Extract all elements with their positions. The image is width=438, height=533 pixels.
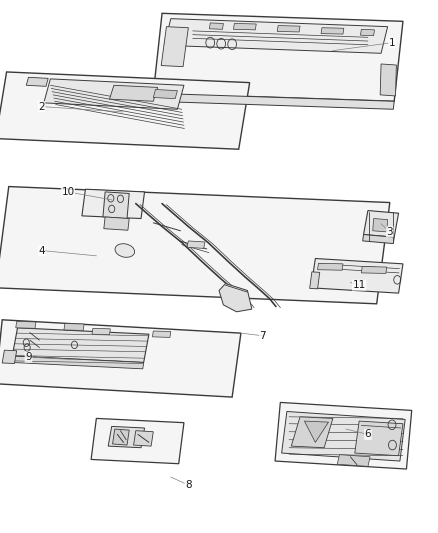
- Polygon shape: [44, 79, 184, 109]
- Polygon shape: [373, 219, 388, 232]
- Polygon shape: [164, 19, 388, 53]
- Polygon shape: [318, 263, 343, 270]
- Text: 10: 10: [61, 187, 74, 197]
- Polygon shape: [92, 328, 110, 335]
- Polygon shape: [153, 90, 177, 99]
- Polygon shape: [153, 13, 403, 101]
- Polygon shape: [0, 72, 250, 149]
- Polygon shape: [91, 418, 184, 464]
- Text: 11: 11: [353, 280, 366, 290]
- Polygon shape: [321, 28, 344, 34]
- Text: 6: 6: [364, 430, 371, 439]
- Text: 2: 2: [38, 102, 45, 111]
- Polygon shape: [12, 328, 149, 362]
- Polygon shape: [337, 455, 370, 466]
- Text: 8: 8: [185, 480, 192, 490]
- Polygon shape: [110, 85, 158, 101]
- Ellipse shape: [115, 244, 134, 257]
- Text: 7: 7: [259, 331, 266, 341]
- Polygon shape: [152, 93, 394, 109]
- Polygon shape: [11, 356, 144, 369]
- Polygon shape: [275, 402, 412, 469]
- Polygon shape: [16, 321, 36, 328]
- Polygon shape: [304, 421, 328, 442]
- Text: 3: 3: [386, 227, 393, 237]
- Polygon shape: [219, 284, 252, 312]
- Polygon shape: [277, 26, 300, 32]
- Polygon shape: [380, 64, 396, 96]
- Polygon shape: [103, 192, 129, 219]
- Polygon shape: [282, 411, 405, 461]
- Polygon shape: [161, 27, 188, 67]
- Text: 9: 9: [25, 352, 32, 362]
- Polygon shape: [64, 324, 84, 330]
- Polygon shape: [355, 421, 403, 456]
- Polygon shape: [311, 259, 403, 293]
- Polygon shape: [361, 266, 387, 273]
- Polygon shape: [363, 235, 394, 244]
- Polygon shape: [82, 189, 145, 219]
- Polygon shape: [310, 272, 320, 289]
- Polygon shape: [108, 426, 145, 448]
- Polygon shape: [233, 23, 256, 30]
- Polygon shape: [0, 187, 390, 304]
- Polygon shape: [0, 320, 241, 397]
- Polygon shape: [187, 241, 205, 248]
- Polygon shape: [113, 429, 129, 445]
- Text: 4: 4: [38, 246, 45, 255]
- Text: 1: 1: [389, 38, 396, 47]
- Polygon shape: [364, 211, 399, 237]
- Polygon shape: [291, 417, 333, 448]
- Polygon shape: [104, 217, 129, 230]
- Polygon shape: [134, 431, 153, 446]
- Polygon shape: [360, 29, 374, 36]
- Polygon shape: [26, 77, 48, 86]
- Polygon shape: [152, 331, 171, 337]
- Polygon shape: [2, 350, 17, 364]
- Polygon shape: [209, 23, 223, 29]
